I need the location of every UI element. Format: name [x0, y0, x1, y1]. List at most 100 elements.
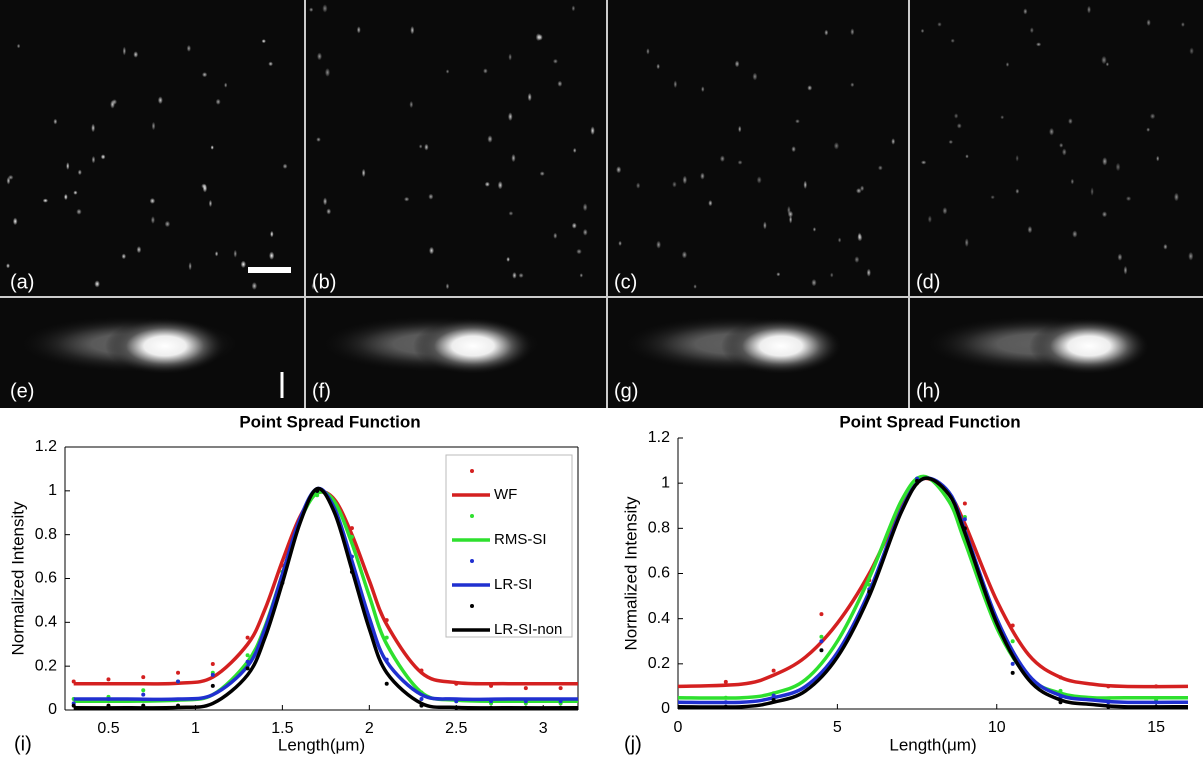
fit-curve	[677, 476, 1189, 705]
y-tick-label: 1	[48, 482, 57, 499]
data-point	[1106, 684, 1111, 689]
data-point	[1106, 704, 1111, 709]
data-point	[176, 670, 181, 675]
data-point	[723, 700, 728, 705]
legend-dot	[470, 559, 474, 563]
psf-blob	[413, 318, 533, 374]
bead	[855, 188, 862, 194]
y-tick-label: 0.6	[648, 565, 670, 582]
psf-blob	[1029, 318, 1149, 374]
data-point	[210, 683, 215, 688]
y-tick-label: 0.2	[35, 657, 57, 674]
data-point	[819, 639, 824, 644]
bead	[428, 246, 435, 255]
data-point	[819, 634, 824, 639]
panel-label: (j)	[624, 733, 642, 755]
bead	[94, 280, 100, 288]
bead	[1146, 127, 1151, 132]
data-point	[1154, 704, 1159, 709]
chart-title: Point Spread Function	[839, 412, 1020, 431]
panel-label: (b)	[312, 271, 336, 293]
bead	[322, 4, 328, 13]
data-point	[454, 705, 459, 710]
bead	[964, 238, 969, 248]
bead	[1188, 251, 1194, 261]
bead	[149, 197, 156, 204]
bead	[91, 155, 96, 164]
data-point	[1058, 688, 1063, 693]
bead	[672, 181, 677, 188]
data-point	[349, 526, 354, 531]
bead	[311, 282, 316, 290]
bead	[1173, 192, 1179, 202]
bead	[920, 160, 927, 165]
bead	[418, 144, 423, 149]
bead	[646, 48, 650, 55]
data-point	[962, 526, 967, 531]
bead	[202, 183, 208, 193]
bead	[1005, 62, 1010, 67]
bead	[693, 284, 697, 289]
data-point	[384, 618, 389, 623]
bead	[506, 256, 510, 262]
bead	[214, 251, 219, 257]
bead	[1146, 19, 1151, 27]
panel-label: (h)	[916, 380, 940, 402]
bead	[1036, 42, 1042, 47]
bead	[927, 215, 932, 223]
data-point	[245, 666, 250, 671]
bead	[1061, 148, 1067, 156]
legend-box	[445, 454, 573, 638]
bead	[1049, 127, 1055, 136]
bead	[12, 217, 18, 226]
x-tick-label: 0	[674, 719, 683, 736]
bead	[261, 39, 266, 44]
bead	[136, 246, 142, 254]
bead	[681, 251, 688, 259]
y-tick-label: 0	[661, 700, 670, 717]
bead	[133, 51, 139, 58]
bead	[356, 26, 361, 34]
bead	[787, 205, 791, 215]
data-point	[819, 648, 824, 653]
bead	[701, 86, 705, 93]
data-point	[419, 668, 424, 673]
legend-dot	[470, 514, 474, 518]
bead	[1181, 22, 1185, 27]
bead	[316, 137, 321, 142]
legend-label: RMS-SI	[494, 531, 547, 548]
bead	[557, 80, 563, 87]
chart: Point Spread Function Length(μm) Normalize…	[8, 412, 579, 755]
bead	[756, 176, 762, 184]
bead	[210, 145, 214, 150]
data-point	[771, 668, 776, 673]
bead	[965, 154, 969, 159]
bead	[240, 260, 247, 269]
bead	[877, 165, 883, 171]
bead	[42, 198, 49, 203]
bead	[811, 278, 817, 287]
bead	[824, 29, 829, 36]
y-tick-label: 0.2	[648, 655, 670, 672]
data-point	[141, 703, 146, 708]
bead	[1117, 253, 1123, 261]
x-tick-label: 15	[1147, 719, 1165, 736]
bead	[201, 72, 208, 78]
image-grid: (a) (b) (c) (d) (e) (f) (g) (h)	[0, 0, 1203, 408]
bead	[409, 100, 414, 109]
bead	[1125, 196, 1132, 202]
bead	[151, 121, 156, 131]
data-point	[384, 681, 389, 686]
bead	[937, 22, 942, 27]
x-axis-label: Length(μm)	[889, 735, 976, 754]
data-point	[280, 580, 285, 585]
x-tick-label: 0.5	[97, 720, 119, 737]
bead	[776, 272, 781, 277]
bead	[734, 60, 740, 68]
data-point	[1010, 661, 1015, 666]
bead	[1027, 225, 1033, 234]
bead	[579, 273, 583, 278]
y-tick-label: 0.4	[648, 610, 670, 627]
data-point	[558, 686, 563, 691]
